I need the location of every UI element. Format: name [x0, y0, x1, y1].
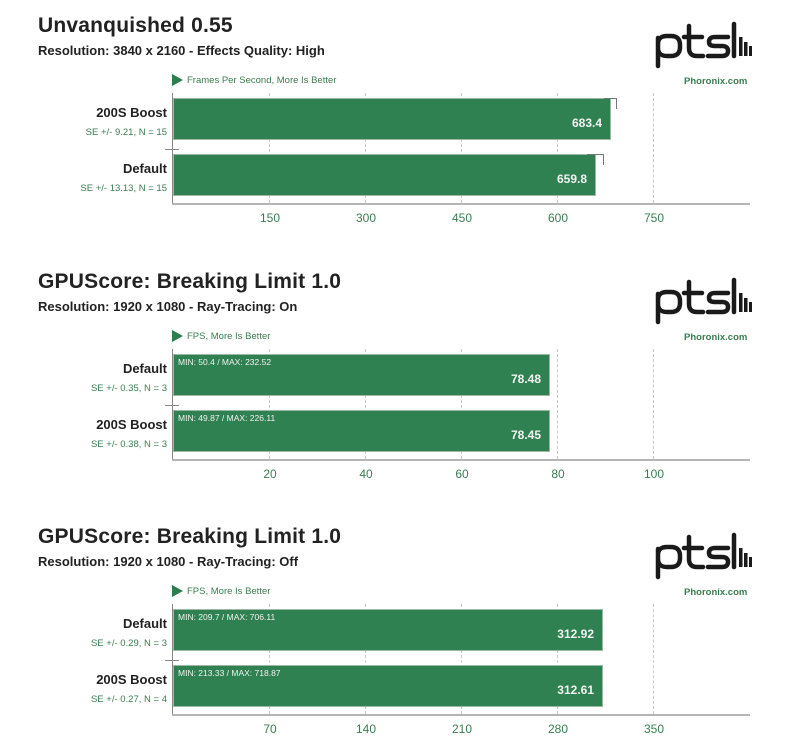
plot-area: MIN: 50.4 / MAX: 232.52 78.48 MIN: 49.87… — [172, 349, 750, 461]
chart-title: Unvanquished 0.55 — [38, 14, 233, 37]
bar-minmax: MIN: 50.4 / MAX: 232.52 — [178, 357, 272, 367]
chart-title: GPUScore: Breaking Limit 1.0 — [38, 525, 342, 548]
row-se: SE +/- 0.38, N = 3 — [90, 439, 167, 450]
row-label: 200S Boost — [96, 105, 167, 120]
row-separator — [165, 405, 179, 406]
x-tick-label: 210 — [451, 722, 473, 736]
bar-minmax: MIN: 209.7 / MAX: 706.11 — [178, 612, 276, 622]
row-se: SE +/- 13.13, N = 15 — [80, 183, 167, 194]
gridline — [269, 349, 270, 459]
x-tick-label: 140 — [355, 722, 377, 736]
row-se: SE +/- 0.27, N = 4 — [90, 694, 167, 705]
plot-area: MIN: 209.7 / MAX: 706.11 312.92 MIN: 213… — [172, 604, 750, 716]
x-tick-label: 450 — [451, 211, 473, 225]
chart-panel-gpuscore-rt-on: GPUScore: Breaking Limit 1.0 Resolution:… — [0, 256, 790, 506]
x-axis — [172, 203, 750, 205]
gridline — [557, 93, 558, 203]
row-label: 200S Boost — [96, 417, 167, 432]
phoronix-link[interactable]: Phoronix.com — [684, 587, 748, 598]
bar-200s-boost[interactable]: 683.4 — [173, 98, 611, 140]
row-label: Default — [122, 616, 167, 631]
metric-label: FPS, More Is Better — [172, 330, 270, 342]
gridline — [461, 93, 462, 203]
bar-value: 659.8 — [556, 172, 587, 186]
gridline — [269, 93, 270, 203]
bar-value: 312.61 — [557, 683, 594, 697]
x-tick-label: 70 — [263, 722, 277, 736]
gridline — [461, 349, 462, 459]
phoronix-link[interactable]: Phoronix.com — [684, 76, 748, 87]
chart-title: GPUScore: Breaking Limit 1.0 — [38, 270, 342, 293]
bar-value: 312.92 — [557, 627, 594, 641]
chart-subtitle: Resolution: 3840 x 2160 - Effects Qualit… — [38, 43, 325, 58]
x-tick-label: 20 — [263, 467, 277, 481]
bar-200s-boost[interactable]: MIN: 49.87 / MAX: 226.11 78.45 — [173, 410, 550, 452]
gridline — [653, 349, 654, 459]
gridline — [557, 604, 558, 714]
gridline — [653, 604, 654, 714]
gridline — [557, 349, 558, 459]
pts-logo-icon — [655, 277, 752, 325]
chart-panel-unvanquished: Unvanquished 0.55 Resolution: 3840 x 216… — [0, 0, 790, 250]
pts-logo-icon — [655, 21, 752, 69]
metric-text: FPS, More Is Better — [187, 585, 271, 597]
metric-text: FPS, More Is Better — [187, 330, 271, 342]
play-triangle-icon — [172, 330, 183, 342]
x-tick-label: 350 — [643, 722, 665, 736]
chart-panel-gpuscore-rt-off: GPUScore: Breaking Limit 1.0 Resolution:… — [0, 511, 790, 748]
row-se: SE +/- 0.29, N = 3 — [90, 638, 167, 649]
phoronix-link[interactable]: Phoronix.com — [684, 332, 748, 343]
bar-minmax: MIN: 213.33 / MAX: 718.87 — [178, 668, 281, 678]
chart-subtitle: Resolution: 1920 x 1080 - Ray-Tracing: O… — [38, 554, 299, 569]
x-tick-label: 150 — [259, 211, 281, 225]
metric-text: Frames Per Second, More Is Better — [187, 74, 337, 86]
play-triangle-icon — [172, 585, 183, 597]
row-se: SE +/- 9.21, N = 15 — [85, 127, 167, 138]
plot-area: 683.4 659.8 — [172, 93, 750, 205]
bar-minmax: MIN: 49.87 / MAX: 226.11 — [178, 413, 276, 423]
row-label: Default — [122, 361, 167, 376]
bar-200s-boost[interactable]: MIN: 213.33 / MAX: 718.87 312.61 — [173, 665, 603, 707]
x-tick-label: 40 — [359, 467, 373, 481]
bar-default[interactable]: MIN: 50.4 / MAX: 232.52 78.48 — [173, 354, 550, 396]
bar-value: 78.48 — [510, 372, 541, 386]
bar-default[interactable]: 659.8 — [173, 154, 596, 196]
row-se: SE +/- 0.35, N = 3 — [90, 383, 167, 394]
bar-default[interactable]: MIN: 209.7 / MAX: 706.11 312.92 — [173, 609, 603, 651]
gridline — [365, 604, 366, 714]
x-tick-label: 60 — [455, 467, 469, 481]
gridline — [269, 604, 270, 714]
row-separator — [165, 149, 179, 150]
x-tick-label: 300 — [355, 211, 377, 225]
x-axis — [172, 459, 750, 461]
x-tick-label: 750 — [643, 211, 665, 225]
bar-value: 683.4 — [571, 116, 602, 130]
x-tick-label: 280 — [547, 722, 569, 736]
gridline — [653, 93, 654, 203]
x-tick-label: 100 — [643, 467, 665, 481]
row-label: Default — [122, 161, 167, 176]
chart-subtitle: Resolution: 1920 x 1080 - Ray-Tracing: O… — [38, 299, 298, 314]
x-tick-label: 600 — [547, 211, 569, 225]
x-tick-label: 80 — [551, 467, 565, 481]
gridline — [365, 93, 366, 203]
error-bar — [587, 154, 604, 165]
gridline — [365, 349, 366, 459]
row-separator — [165, 660, 179, 661]
gridline — [461, 604, 462, 714]
metric-label: Frames Per Second, More Is Better — [172, 74, 336, 86]
x-axis — [172, 714, 750, 716]
pts-logo-icon — [655, 532, 752, 580]
bar-value: 78.45 — [510, 428, 541, 442]
error-bar — [604, 98, 617, 109]
metric-label: FPS, More Is Better — [172, 585, 270, 597]
play-triangle-icon — [172, 74, 183, 86]
row-label: 200S Boost — [96, 672, 167, 687]
